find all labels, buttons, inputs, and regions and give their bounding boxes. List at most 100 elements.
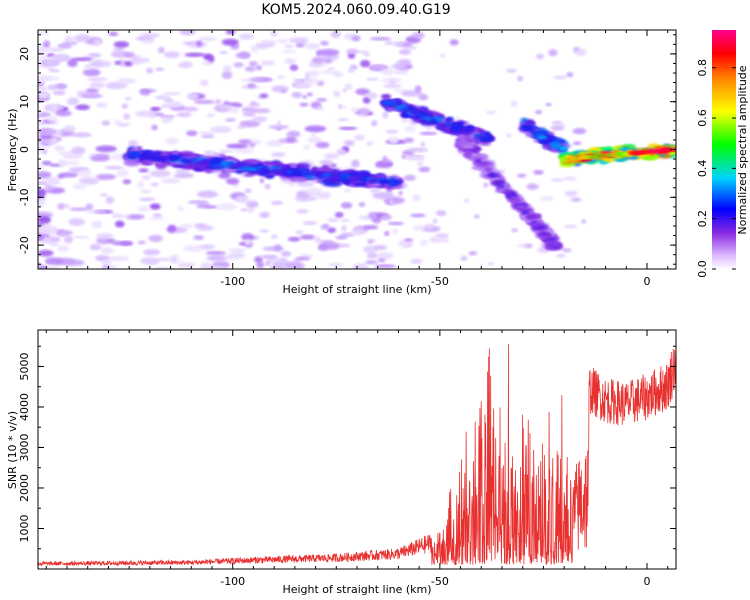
spectrogram-cell xyxy=(81,93,101,99)
spectrogram-cell xyxy=(338,104,343,109)
spectrogram-cell xyxy=(382,101,396,107)
spectrogram-cell xyxy=(313,236,321,243)
spectrogram-cell xyxy=(247,83,256,89)
spectrogram-cell xyxy=(38,93,49,99)
spectrogram-cell xyxy=(521,124,532,130)
spectrogram-cell xyxy=(455,116,461,121)
spectrogram-cell xyxy=(502,188,512,193)
spectrogram-cell xyxy=(140,189,152,194)
spectrogram-cell xyxy=(177,205,184,212)
spectrogram-cell xyxy=(71,146,86,155)
spectrogram-cell xyxy=(273,244,282,252)
spectrogram-cell xyxy=(276,74,285,79)
spectrogram-cell xyxy=(403,174,416,181)
spectrogram-cell xyxy=(449,39,459,46)
spectrogram-cell xyxy=(280,89,287,94)
spectrogram-cell xyxy=(148,115,157,119)
spectrogram-cell xyxy=(215,203,237,211)
spectrogram-cell xyxy=(548,49,558,57)
spectrogram-cell xyxy=(38,86,48,92)
spectrogram-cell xyxy=(85,88,99,94)
spectrogram-cell xyxy=(247,206,255,213)
spectrogram-cell xyxy=(319,40,329,46)
spectrogram-cell xyxy=(259,177,265,184)
colorbar-label: Normalized spectral amplitude xyxy=(736,65,749,234)
spectrogram-cell xyxy=(224,118,237,122)
spectrogram-cell xyxy=(497,184,506,189)
spectrogram-cell xyxy=(516,243,529,248)
x-tick-label: 0 xyxy=(644,275,651,288)
spectrogram-cell xyxy=(38,225,58,234)
spectrogram-cell xyxy=(326,66,336,71)
spectrogram-cell xyxy=(418,166,431,173)
spectrogram-cell xyxy=(315,106,324,111)
spectrogram-cell xyxy=(398,191,403,196)
spectrogram-cell xyxy=(350,159,360,168)
spectrogram-cell xyxy=(155,95,171,100)
spectrogram-cell xyxy=(184,52,206,57)
spectrogram-cell xyxy=(374,161,383,168)
spectrogram-cell xyxy=(291,91,303,99)
spectrogram-cell xyxy=(95,255,110,262)
spectrogram-cell xyxy=(388,136,400,144)
spectrogram-cell xyxy=(461,144,475,149)
spectrogram-cell xyxy=(242,111,256,117)
spectrogram-cell xyxy=(410,213,426,218)
spectrogram-cell xyxy=(259,229,270,233)
spectrogram-cell xyxy=(123,113,131,120)
colorbar-tick-label: 0.6 xyxy=(696,109,709,127)
spectrogram-cell xyxy=(351,174,365,180)
spectrogram-cell xyxy=(137,205,151,212)
y-tick-label: 3000 xyxy=(18,433,31,461)
colorbar-gradient xyxy=(712,30,736,269)
spectrogram-cell xyxy=(463,198,470,203)
spectrogram-cell xyxy=(372,191,395,200)
spectrogram-cell xyxy=(304,78,320,85)
spectrogram-cell xyxy=(219,50,229,55)
spectrogram-cell xyxy=(206,113,215,118)
spectrogram-cell xyxy=(150,106,161,112)
colorbar: 0.0 0.2 0.4 0.6 0.8 Normalized spectral ampl… xyxy=(696,30,749,278)
spectrogram-cell xyxy=(369,36,392,41)
spectrogram-cell xyxy=(47,67,55,72)
spectrogram-cell xyxy=(235,195,250,204)
spectrogram-cell xyxy=(450,126,464,131)
y-tick-label: 5000 xyxy=(18,352,31,380)
spectrogram-cell xyxy=(371,216,382,224)
spectrogram-cell xyxy=(306,70,320,78)
spectrogram-cell xyxy=(54,83,67,89)
spectrogram-cell xyxy=(163,51,180,59)
spectrogram-cell xyxy=(57,43,73,49)
spectrogram-cell xyxy=(143,249,161,256)
spectrogram-cell xyxy=(566,72,574,78)
spectrogram-cell xyxy=(437,237,450,243)
colorbar-tick-label: 0.2 xyxy=(696,210,709,228)
spectrogram-cell xyxy=(180,158,188,162)
spectrogram-cell xyxy=(228,106,240,114)
spectrogram-cell xyxy=(261,165,269,171)
spectrogram-cell xyxy=(239,120,261,128)
spectrogram-cell xyxy=(284,58,296,64)
spectrogram-cell xyxy=(300,234,316,240)
spectrogram-cell xyxy=(310,170,318,176)
spectrogram-cell xyxy=(87,210,108,214)
spectrogram-cell xyxy=(77,170,92,179)
spectrogram-cell xyxy=(410,258,423,264)
spectrogram-cell xyxy=(38,31,51,35)
spectrogram-cell xyxy=(357,107,371,115)
spectrogram-cell xyxy=(487,261,495,266)
spectrogram-cell xyxy=(106,238,117,243)
spectrogram-cell xyxy=(573,141,582,146)
spectrogram-cell xyxy=(105,196,115,205)
spectrogram-cell xyxy=(208,56,215,63)
spectrogram-cell xyxy=(183,106,199,112)
colorbar-tick-label: 0.4 xyxy=(696,160,709,178)
spectrogram-cell xyxy=(351,229,365,236)
spectrogram-cell xyxy=(45,47,65,52)
spectrogram-cell xyxy=(328,263,344,267)
spectrogram-cell xyxy=(388,79,396,86)
spectrogram-cell xyxy=(303,144,311,150)
snr-panel: -100 -50 0 5000 4000 3000 2000 1000 Height of … xyxy=(6,329,677,596)
spectrogram-cell xyxy=(323,58,333,64)
spectrogram-cell xyxy=(93,39,102,46)
